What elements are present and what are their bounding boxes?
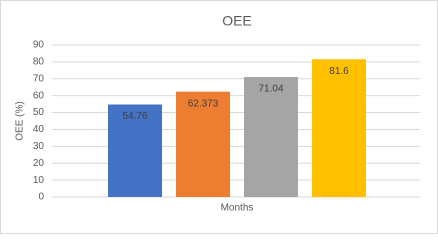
y-tick-label: 40 [33, 124, 45, 135]
y-tick-label: 10 [33, 175, 45, 186]
chart: OEE OEE (%) Months 0 10 20 30 40 50 60 70 80 90 54… [0, 0, 438, 234]
chart-title: OEE [222, 13, 252, 29]
y-tick-label: 60 [33, 90, 45, 101]
y-tick-label: 30 [33, 141, 45, 152]
data-label: 54.76 [122, 111, 147, 122]
data-label: 71.04 [258, 84, 283, 95]
bar [176, 91, 230, 197]
y-tick-label: 0 [38, 192, 44, 203]
bar [244, 77, 298, 197]
x-axis-label: Months [221, 203, 254, 214]
bar [312, 59, 366, 197]
bar [108, 104, 162, 197]
data-label: 62.373 [188, 98, 219, 109]
data-label: 81.6 [329, 66, 349, 77]
y-axis-label: OEE (%) [15, 101, 26, 140]
y-tick-label: 70 [33, 73, 45, 84]
y-tick-label: 50 [33, 107, 45, 118]
y-tick-label: 90 [33, 40, 45, 51]
y-tick-label: 80 [33, 57, 45, 68]
y-tick-label: 20 [33, 158, 45, 169]
